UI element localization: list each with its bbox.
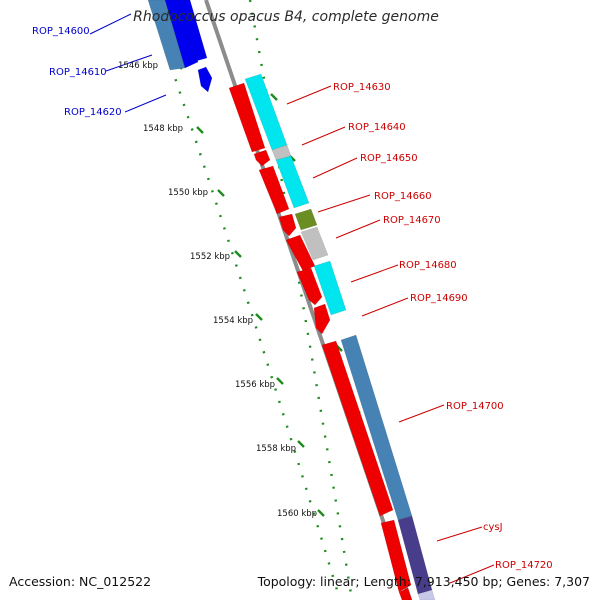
scale-major-tick-left: [234, 250, 242, 258]
gene-rop-14600: [164, 0, 199, 69]
scale-major-tick-left: [297, 440, 305, 448]
gene-cds-red: [296, 267, 323, 306]
scale-label: 1552 kbp: [190, 252, 230, 262]
gene-features: [147, 0, 436, 600]
leader-line: [105, 54, 153, 72]
gene-cds-red: [253, 149, 271, 167]
gene-cds-red: [380, 519, 412, 593]
scale-label: 1558 kbp: [256, 444, 296, 454]
page-title: Rhodococcus opacus B4, complete genome: [133, 9, 439, 25]
gene-cds-red: [228, 82, 266, 153]
gene-label: ROP_14620: [64, 107, 122, 118]
gene-label: ROP_14650: [360, 153, 418, 164]
gene-label: ROP_14600: [32, 26, 90, 37]
leader-line: [350, 264, 399, 283]
gene-labels: ROP_14600 ROP_14610 ROP_14620 ROP_14630 ROP_…: [32, 26, 553, 571]
gene-cds-red: [313, 303, 331, 335]
leader-line: [335, 219, 381, 239]
gene-cds-red: [278, 213, 297, 237]
scale-major-tick-right: [270, 93, 278, 101]
gene-cds-red: [398, 587, 413, 600]
scale-label: 1560 kbp: [277, 509, 317, 519]
leader-line: [449, 564, 495, 584]
leader-line: [301, 126, 346, 146]
leader-line: [361, 297, 409, 317]
scale-label: 1556 kbp: [235, 380, 275, 390]
gene-rop-14660: [294, 208, 318, 231]
accession-text: Accession: NC_012522: [9, 574, 152, 589]
gene-rop-14620: [197, 66, 213, 93]
gene-rop-14680: [313, 260, 347, 316]
scale-major-tick-left: [317, 509, 325, 517]
scale-labels: 1546 kbp 1548 kbp 1550 kbp 1552 kbp 1554 kbp…: [118, 61, 317, 519]
leader-line: [89, 13, 132, 35]
scale-major-tick-left: [255, 313, 263, 321]
gene-label: ROP_14680: [399, 260, 457, 271]
gene-label: ROP_14660: [374, 191, 432, 202]
gene-label: ROP_14670: [383, 215, 441, 226]
scale-label: 1554 kbp: [213, 316, 253, 326]
gene-label: ROP_14640: [348, 122, 406, 133]
genome-summary-text: Topology: linear; Length: 7,913,450 bp; …: [257, 574, 590, 589]
gene-cds-red: [258, 165, 290, 215]
scale-major-tick-left: [196, 126, 204, 134]
leader-line: [312, 157, 358, 179]
gene-label: ROP_14720: [495, 560, 553, 571]
gene-rop-14720: [417, 589, 436, 600]
leader-line: [398, 404, 445, 423]
gene-label: ROP_14700: [446, 401, 504, 412]
leader-line: [286, 85, 332, 105]
leader-line: [124, 94, 167, 113]
label-leader-lines: [89, 13, 495, 584]
leader-line: [436, 526, 483, 542]
gene-label: ROP_14630: [333, 82, 391, 93]
gene-label: ROP_14610: [49, 67, 107, 78]
gene-rop-14650: [275, 155, 310, 209]
gene-label: cysJ: [483, 522, 503, 533]
gene-rop-14670: [300, 226, 329, 261]
scale-major-tick-left: [217, 189, 225, 197]
scale-major-tick-left: [276, 377, 284, 385]
gene-cds-red: [321, 340, 394, 517]
leader-line: [317, 194, 371, 213]
scale-label: 1546 kbp: [118, 61, 158, 71]
gene-label: ROP_14690: [410, 293, 468, 304]
scale-label: 1548 kbp: [143, 124, 183, 134]
gene-rop-14610: [176, 0, 208, 62]
scale-label: 1550 kbp: [168, 188, 208, 198]
